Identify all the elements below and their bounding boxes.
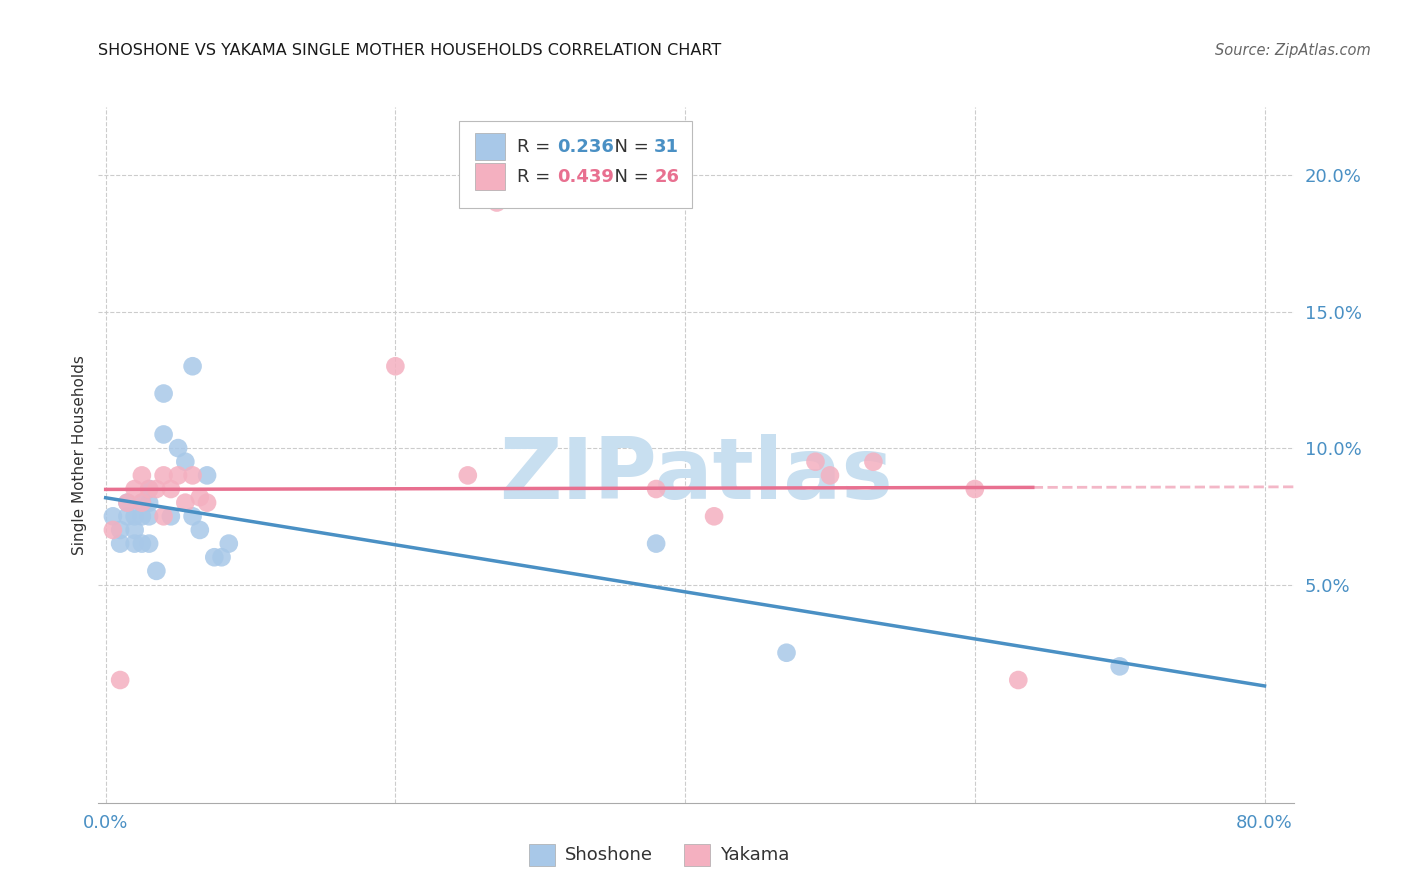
Point — [818, 468, 841, 483]
Point — [117, 496, 139, 510]
Point — [138, 482, 160, 496]
Point — [174, 455, 197, 469]
Point — [181, 359, 204, 374]
Point — [218, 536, 240, 550]
Text: 31: 31 — [654, 137, 679, 156]
Point — [775, 646, 797, 660]
Point — [645, 482, 668, 496]
Point — [703, 509, 725, 524]
Point — [145, 564, 167, 578]
Text: 26: 26 — [654, 168, 679, 186]
Point — [124, 509, 146, 524]
Point — [457, 468, 479, 483]
FancyBboxPatch shape — [460, 121, 692, 208]
Text: R =: R = — [517, 168, 555, 186]
Point — [963, 482, 986, 496]
Point — [152, 427, 174, 442]
Point — [131, 496, 153, 510]
Text: R =: R = — [517, 137, 555, 156]
Y-axis label: Single Mother Households: Single Mother Households — [72, 355, 87, 555]
Point — [138, 509, 160, 524]
Point — [384, 359, 406, 374]
Point — [131, 536, 153, 550]
Point — [138, 482, 160, 496]
FancyBboxPatch shape — [475, 134, 505, 160]
Point — [202, 550, 225, 565]
Point — [108, 523, 131, 537]
Point — [138, 496, 160, 510]
Point — [152, 509, 174, 524]
Point — [152, 468, 174, 483]
Text: N =: N = — [603, 137, 654, 156]
Point — [160, 482, 183, 496]
Point — [167, 441, 190, 455]
Point — [181, 468, 204, 483]
Point — [160, 509, 183, 524]
Point — [188, 490, 211, 504]
Point — [108, 536, 131, 550]
Point — [117, 496, 139, 510]
FancyBboxPatch shape — [685, 844, 710, 866]
Text: 0.439: 0.439 — [557, 168, 614, 186]
Point — [152, 386, 174, 401]
Point — [167, 468, 190, 483]
Text: Yakama: Yakama — [720, 846, 789, 864]
Point — [131, 468, 153, 483]
Point — [195, 468, 218, 483]
Point — [1108, 659, 1130, 673]
Text: 0.236: 0.236 — [557, 137, 614, 156]
FancyBboxPatch shape — [529, 844, 555, 866]
Point — [108, 673, 131, 687]
Point — [804, 455, 827, 469]
Text: ZIPatlas: ZIPatlas — [499, 434, 893, 517]
Text: N =: N = — [603, 168, 654, 186]
Point — [124, 482, 146, 496]
Point — [645, 536, 668, 550]
Point — [181, 509, 204, 524]
Point — [195, 496, 218, 510]
Point — [124, 536, 146, 550]
Point — [131, 509, 153, 524]
Text: Source: ZipAtlas.com: Source: ZipAtlas.com — [1215, 43, 1371, 58]
FancyBboxPatch shape — [475, 163, 505, 190]
Text: Shoshone: Shoshone — [565, 846, 652, 864]
Point — [1007, 673, 1029, 687]
Point — [124, 523, 146, 537]
Point — [101, 509, 124, 524]
Point — [138, 536, 160, 550]
Point — [188, 523, 211, 537]
Point — [145, 482, 167, 496]
Text: SHOSHONE VS YAKAMA SINGLE MOTHER HOUSEHOLDS CORRELATION CHART: SHOSHONE VS YAKAMA SINGLE MOTHER HOUSEHO… — [98, 43, 721, 58]
Point — [862, 455, 884, 469]
Point — [131, 496, 153, 510]
Point — [174, 496, 197, 510]
Point — [117, 509, 139, 524]
Point — [485, 195, 508, 210]
Point — [101, 523, 124, 537]
Point — [211, 550, 233, 565]
